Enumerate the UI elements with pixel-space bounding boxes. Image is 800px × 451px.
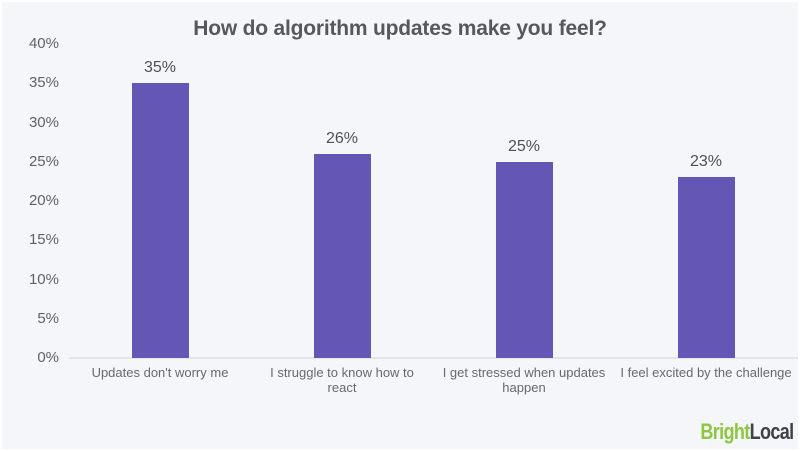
y-tick-label: 40%	[28, 35, 59, 52]
chart-title: How do algorithm updates make you feel?	[193, 17, 607, 40]
y-tick-label: 25%	[28, 152, 59, 170]
y-tick-label: 20%	[28, 192, 59, 209]
x-category-label-line: Updates don't worry me	[91, 365, 229, 380]
x-category-label-line: happen	[502, 379, 546, 395]
x-axis-line	[69, 357, 798, 359]
y-tick-label: 0%	[37, 349, 59, 366]
bar	[677, 177, 735, 358]
x-category-label-line: I feel excited by the challenge	[620, 365, 792, 380]
bar-value-label: 35%	[143, 59, 177, 77]
x-category-label-line: I struggle to know how to	[270, 365, 414, 380]
x-category-label-line: react	[327, 379, 357, 395]
bar-value-label: 26%	[325, 129, 359, 147]
x-category-label: I struggle to know how to react	[243, 365, 441, 395]
bar	[495, 161, 553, 358]
x-category-label: Updates don't worry me	[61, 365, 259, 381]
bar	[313, 153, 371, 358]
logo-bright-text: Bright	[699, 419, 750, 444]
y-tick-label: 10%	[28, 270, 59, 288]
brightlocal-logo: BrightLocal	[699, 419, 794, 445]
y-tick-label: 30%	[28, 113, 59, 131]
bar-value-label: 25%	[507, 137, 541, 155]
x-category-label: I get stressed when updates happen	[425, 365, 623, 395]
x-category-label: I feel excited by the challenge	[607, 365, 798, 381]
y-tick-label: 15%	[28, 231, 59, 249]
bar-value-label: 23%	[689, 153, 723, 171]
bar	[131, 83, 189, 358]
x-category-label-line: I get stressed when updates	[442, 365, 606, 380]
logo-local-text: Local	[749, 419, 794, 444]
y-tick-label: 5%	[37, 309, 59, 327]
y-tick-label: 35%	[28, 74, 59, 92]
